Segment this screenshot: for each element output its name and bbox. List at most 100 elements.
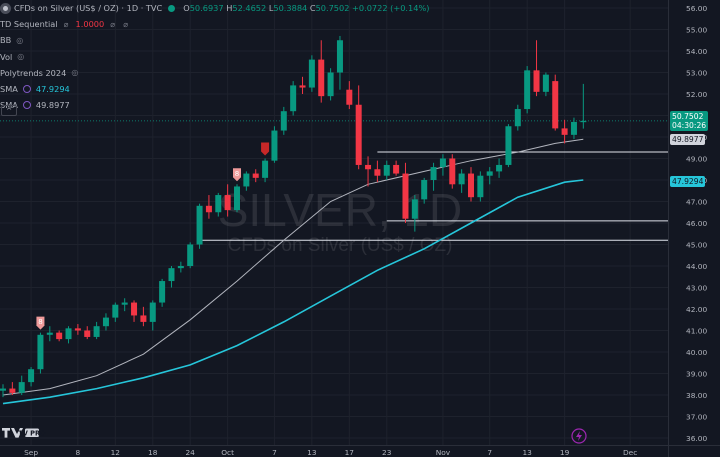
candle-body xyxy=(439,158,446,168)
sma-slow-line xyxy=(2,138,584,396)
time-tick-label: 12 xyxy=(111,448,120,457)
candle-body xyxy=(570,121,577,135)
candle-body xyxy=(168,268,175,282)
candle xyxy=(533,40,540,97)
price-tick-label: 56.00 xyxy=(686,4,707,13)
candle xyxy=(159,278,166,307)
candle xyxy=(243,171,250,191)
settings-icon[interactable] xyxy=(22,85,31,94)
time-tick-label: 18 xyxy=(148,448,158,457)
candle-body xyxy=(215,195,222,213)
candle-body xyxy=(355,104,362,165)
sma-slow-price-tag: 49.8977 xyxy=(670,133,706,145)
td-marker-flag xyxy=(261,142,270,156)
candle xyxy=(177,261,184,273)
symbol-title[interactable]: CFDs on Silver (US$ / OZ) · 1D · TVC xyxy=(14,3,163,13)
price-tick-label: 40.00 xyxy=(686,348,707,357)
eye-off-icon[interactable]: ⌀ xyxy=(63,19,69,29)
candle-body xyxy=(383,164,390,176)
sma-fast-price-tag: 47.9294 xyxy=(670,176,706,187)
candle xyxy=(290,81,297,116)
time-tick-label: 13 xyxy=(522,448,532,457)
candle-body xyxy=(542,74,549,92)
candle-body xyxy=(0,388,6,391)
candle xyxy=(271,126,278,163)
sma-fast-label: SMA xyxy=(0,83,18,94)
td-marker-label: 8 xyxy=(235,170,239,178)
eye-off-icon[interactable]: ⌀ xyxy=(110,19,116,29)
tradingview-logo[interactable]: TV PRO xyxy=(2,428,46,438)
candle xyxy=(308,55,315,92)
candle-body xyxy=(56,332,63,340)
candle xyxy=(355,85,362,170)
candle xyxy=(383,160,390,180)
candle-body xyxy=(524,70,531,110)
horizontal-lines xyxy=(0,120,668,241)
eye-hidden-icon[interactable]: ◎ xyxy=(16,35,24,45)
time-tick-label: Oct xyxy=(221,448,234,457)
indicator-sma-slow[interactable]: SMA 49.8977 xyxy=(0,97,429,113)
candle-body xyxy=(402,173,409,219)
candle xyxy=(102,313,109,331)
time-tick-label: Nov xyxy=(436,448,451,457)
candle xyxy=(65,326,72,344)
candle xyxy=(458,169,465,193)
eye-hidden-icon[interactable]: ◎ xyxy=(71,68,79,78)
candle xyxy=(18,375,25,395)
price-tick-label: 52.00 xyxy=(686,90,707,99)
settings-icon[interactable] xyxy=(22,101,31,110)
candle xyxy=(477,171,484,202)
candle xyxy=(9,382,16,395)
ohlc-readout: O50.6937 H52.4652 L50.3884 C50.7502 +0.0… xyxy=(183,3,430,13)
eye-hidden-icon[interactable]: ◎ xyxy=(17,52,25,62)
candle-body xyxy=(552,81,559,129)
candle-body xyxy=(65,328,72,340)
candle-body xyxy=(533,70,540,92)
symbol-icon xyxy=(0,2,11,14)
candle-body xyxy=(9,388,16,393)
td-marker xyxy=(261,142,270,156)
candle-body xyxy=(205,205,212,213)
td-value: 1.0000 xyxy=(75,19,105,30)
sma-lines xyxy=(2,138,584,405)
indicator-td-sequential[interactable]: TD Sequential ⌀ 1.0000 ⌀ ⌀ xyxy=(0,16,429,32)
candle-body xyxy=(290,85,297,112)
bolt-icon[interactable] xyxy=(571,428,587,444)
time-tick-label: 17 xyxy=(345,448,355,457)
candle-body xyxy=(318,59,325,97)
candle xyxy=(224,184,231,217)
time-tick-label: Sep xyxy=(24,448,38,457)
candle xyxy=(252,169,259,183)
candle-body xyxy=(280,111,287,131)
price-tick-label: 41.00 xyxy=(686,327,707,336)
price-tick-label: 54.00 xyxy=(686,47,707,56)
ohlc-high: 52.4652 xyxy=(232,3,267,13)
indicator-sma-fast[interactable]: SMA 47.9294 xyxy=(0,81,429,97)
candle xyxy=(336,35,343,90)
candle-body xyxy=(262,160,269,178)
indicator-vol[interactable]: Vol ◎ xyxy=(0,49,429,65)
candle-body xyxy=(187,244,194,266)
indicator-polytrends[interactable]: Polytrends 2024 ◎ xyxy=(0,65,429,81)
candle-body xyxy=(131,302,138,316)
polytrends-label: Polytrends 2024 xyxy=(0,67,67,78)
ohlc-change: +0.0722 (+0.14%) xyxy=(352,3,430,13)
candle-body xyxy=(74,328,81,331)
candle-body xyxy=(430,167,437,180)
candle xyxy=(374,160,381,183)
collapse-legend-button[interactable]: ^ xyxy=(1,105,17,116)
candle-body xyxy=(252,173,259,178)
eye-off-icon[interactable]: ⌀ xyxy=(123,19,129,29)
ohlc-open: 50.6937 xyxy=(189,3,224,13)
candle xyxy=(393,160,400,176)
time-tick-label: 8 xyxy=(76,448,81,457)
candle xyxy=(187,242,194,269)
indicator-bb[interactable]: BB ◎ xyxy=(0,32,429,48)
grid-lines xyxy=(0,0,668,445)
price-tick-label: 47.00 xyxy=(686,198,707,207)
td-marker: 8 xyxy=(233,168,241,182)
vol-label: Vol xyxy=(0,51,13,62)
candle xyxy=(93,321,100,340)
time-tick-label: 23 xyxy=(382,448,392,457)
